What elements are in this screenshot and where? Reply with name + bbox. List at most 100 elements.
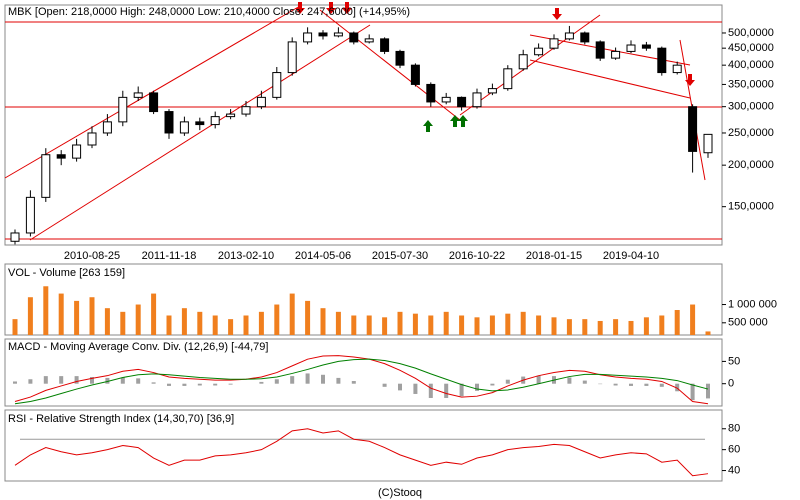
candle-body — [210, 116, 220, 126]
histogram-bar — [613, 383, 618, 386]
volume-bar — [228, 319, 234, 335]
volume-bar — [459, 315, 465, 335]
volume-bar — [320, 308, 326, 335]
y-tick-label: 40 — [728, 464, 740, 476]
candle-body — [25, 196, 35, 234]
channel-line — [459, 14, 601, 116]
channel-line — [529, 59, 691, 99]
histogram-bar — [490, 383, 495, 386]
volume-bar — [27, 297, 33, 335]
histogram-bar — [382, 383, 387, 387]
volume-bar — [305, 300, 311, 335]
volume-bar — [566, 319, 572, 335]
histogram-bar — [90, 377, 94, 384]
histogram-bar — [336, 377, 341, 384]
y-tick-label: 0 — [728, 378, 734, 390]
histogram-bar — [690, 383, 695, 401]
histogram-bar — [259, 381, 264, 384]
y-tick-label: 200,0000 — [728, 159, 774, 171]
volume-bar — [58, 293, 64, 335]
y-tick-label: 60 — [728, 444, 740, 456]
channel-line — [4, 5, 301, 179]
candle-body — [595, 41, 605, 59]
candle-body — [626, 44, 636, 52]
candle-body — [226, 113, 236, 118]
volume-bar — [197, 311, 203, 335]
volume-bar — [135, 304, 141, 335]
volume-bar — [74, 300, 80, 335]
sell-arrow — [342, 2, 352, 14]
volume-bar — [151, 293, 157, 335]
x-tick-label: 2013-02-10 — [218, 250, 274, 262]
histogram-bar — [659, 383, 664, 387]
candle-body — [149, 92, 159, 113]
volume-bar — [520, 311, 526, 335]
candle-body — [549, 38, 559, 49]
volume-bar — [428, 315, 434, 335]
x-tick-label: 2016-10-22 — [449, 250, 505, 262]
histogram-bar — [428, 383, 433, 398]
candle-body — [564, 32, 574, 40]
volume-bar — [690, 304, 696, 335]
histogram-bar — [28, 379, 33, 384]
candle-body — [303, 32, 313, 43]
signal-arrows — [295, 2, 695, 86]
y-tick-label: 50 — [728, 355, 740, 367]
histogram-bar — [629, 383, 633, 386]
indicator-line — [14, 355, 709, 405]
volume-bar — [212, 315, 218, 335]
volume-title: VOL - Volume [263 159] — [8, 267, 125, 279]
channel-line — [29, 24, 371, 241]
histogram-bar — [305, 373, 310, 384]
volume-bar — [397, 311, 403, 335]
volume-bar — [120, 311, 126, 335]
histogram-bar — [151, 382, 156, 384]
candle-body — [641, 44, 651, 49]
candle-body — [195, 121, 205, 126]
histogram-bar — [290, 376, 295, 384]
y-tick-label: 300,0000 — [728, 101, 774, 113]
candle-body — [102, 121, 112, 134]
volume-bar — [181, 308, 187, 335]
volume-bar — [674, 310, 680, 335]
histogram-bar — [351, 381, 356, 384]
histogram-bar — [505, 379, 510, 384]
buy-arrows — [423, 115, 468, 132]
candle-body — [580, 32, 590, 43]
indicator-line — [14, 358, 709, 405]
volume-bar — [659, 315, 665, 335]
channel-line — [319, 9, 461, 121]
buy-arrow — [458, 115, 468, 127]
candle-body — [688, 106, 698, 152]
volume-bar — [412, 313, 418, 335]
volume-bar — [705, 331, 711, 335]
volume-bar — [443, 311, 449, 335]
buy-arrow — [423, 120, 433, 132]
histogram-bar — [536, 375, 541, 384]
histogram-bar — [213, 383, 218, 386]
histogram-bar — [197, 383, 202, 386]
sell-arrow — [685, 74, 695, 86]
candle-body — [10, 232, 20, 242]
y-tick-label: 80 — [728, 423, 740, 435]
volume-bar — [474, 317, 480, 335]
x-tick-label: 2019-04-10 — [603, 250, 659, 262]
candle-body — [534, 47, 544, 56]
volume-bar — [166, 315, 172, 335]
volume-bar — [643, 317, 649, 335]
histogram-bar — [582, 380, 587, 384]
candle-body — [56, 154, 66, 159]
candle-body — [287, 41, 297, 74]
candle-body — [518, 54, 528, 70]
macd-title: MACD - Moving Average Conv. Div. (12,26,… — [8, 341, 268, 353]
histogram-bar — [59, 376, 64, 384]
volume-bar — [335, 311, 341, 335]
x-tick-label: 2011-11-18 — [142, 250, 197, 262]
volume-bar — [104, 308, 110, 335]
y-tick-label: 250,0000 — [728, 127, 774, 139]
candle-body — [164, 111, 174, 134]
histogram-bar — [13, 381, 17, 384]
histogram-bar — [120, 377, 125, 384]
